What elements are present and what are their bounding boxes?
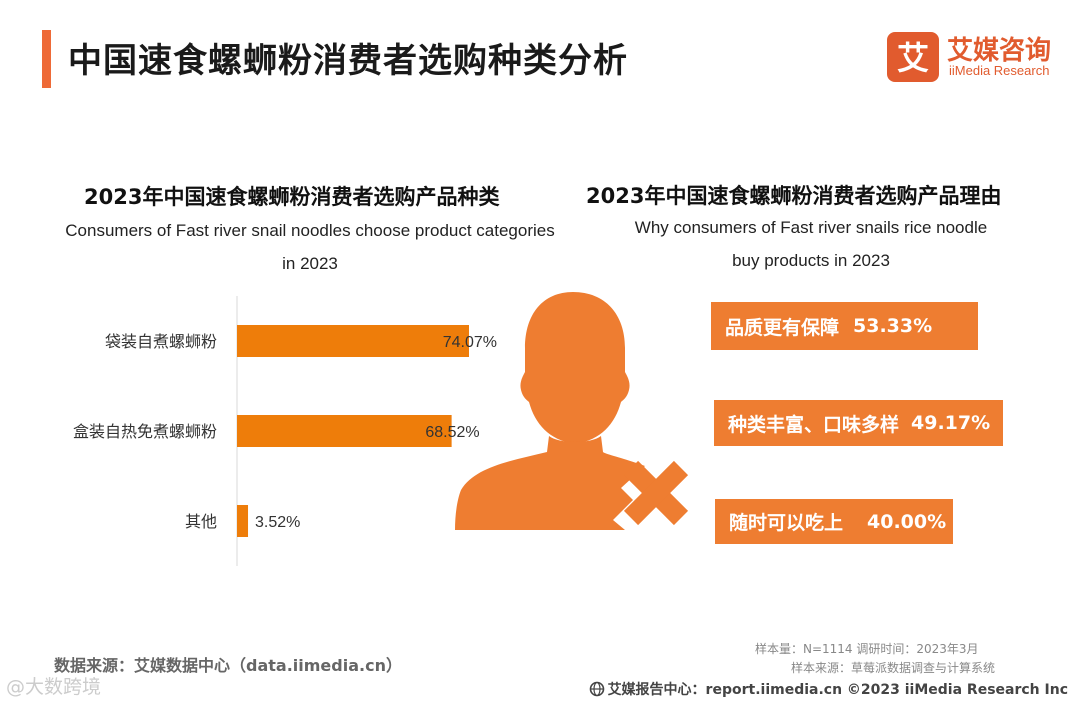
reason-value: 49.17% <box>911 412 991 434</box>
logo-text-cn: 艾媒咨询 <box>947 36 1052 66</box>
data-source: 数据来源：艾媒数据中心（data.iimedia.cn） <box>54 656 402 675</box>
page-title: 中国速食螺蛳粉消费者选购种类分析 <box>68 41 628 81</box>
title-accent-bar <box>42 30 51 88</box>
logo-text-en: iiMedia Research <box>949 63 1050 78</box>
reason-value: 40.00% <box>867 510 947 533</box>
iimedia-logo: 艾 艾媒咨询 iiMedia Research <box>887 30 1067 84</box>
bar-1 <box>237 415 452 447</box>
logo-mark: 艾 <box>887 32 939 82</box>
reason-value: 53.33% <box>853 315 933 337</box>
reason-label: 随时可以吃上 <box>729 512 844 534</box>
reason-box-variety: 种类丰富、口味多样 49.17% <box>714 400 1003 446</box>
bar-0 <box>237 325 469 357</box>
person-head-icon <box>520 292 630 444</box>
svg-text:艾: 艾 <box>897 39 929 77</box>
reason-label: 品质更有保障 <box>725 316 840 339</box>
person-illustration <box>455 290 700 530</box>
bar-2 <box>237 505 249 537</box>
sample-source-note: 样本来源：草莓派数据调查与计算系统 <box>791 661 996 675</box>
value-label: 74.07% <box>443 334 497 351</box>
right-section-title: 2023年中国速食螺蛳粉消费者选购产品理由 <box>586 184 1002 208</box>
footer-text: 艾媒报告中心：report.iimedia.cn ©2023 iiMedia R… <box>607 682 1068 698</box>
right-subtitle-line2: buy products in 2023 <box>732 251 890 270</box>
category-label: 盒装自热免煮螺蛳粉 <box>73 422 217 441</box>
watermark: @大数跨境 <box>6 676 102 698</box>
report-footer: 艾媒报告中心：report.iimedia.cn ©2023 iiMedia R… <box>589 679 1068 701</box>
left-chart-subtitle: Consumers of Fast river snail noodles ch… <box>40 214 580 280</box>
value-label: 3.52% <box>255 514 300 531</box>
globe-icon <box>589 681 605 701</box>
x-mark-icon <box>623 460 689 526</box>
category-label: 袋装自煮螺蛳粉 <box>105 332 217 351</box>
left-subtitle-line2: in 2023 <box>282 254 338 273</box>
category-label: 其他 <box>185 512 217 531</box>
value-label: 68.52% <box>425 424 479 441</box>
reason-box-convenience: 随时可以吃上 40.00% <box>715 499 953 544</box>
left-subtitle-line1: Consumers of Fast river snail noodles ch… <box>65 221 555 240</box>
reason-box-quality: 品质更有保障 53.33% <box>711 302 978 350</box>
person-body-icon <box>455 436 645 530</box>
reason-label: 种类丰富、口味多样 <box>728 413 900 436</box>
sample-size-note: 样本量：N=1114 调研时间：2023年3月 <box>755 642 979 656</box>
right-section-subtitle: Why consumers of Fast river snails rice … <box>600 211 1022 277</box>
left-chart-title: 2023年中国速食螺蛳粉消费者选购产品种类 <box>84 185 500 209</box>
right-subtitle-line1: Why consumers of Fast river snails rice … <box>634 218 988 237</box>
